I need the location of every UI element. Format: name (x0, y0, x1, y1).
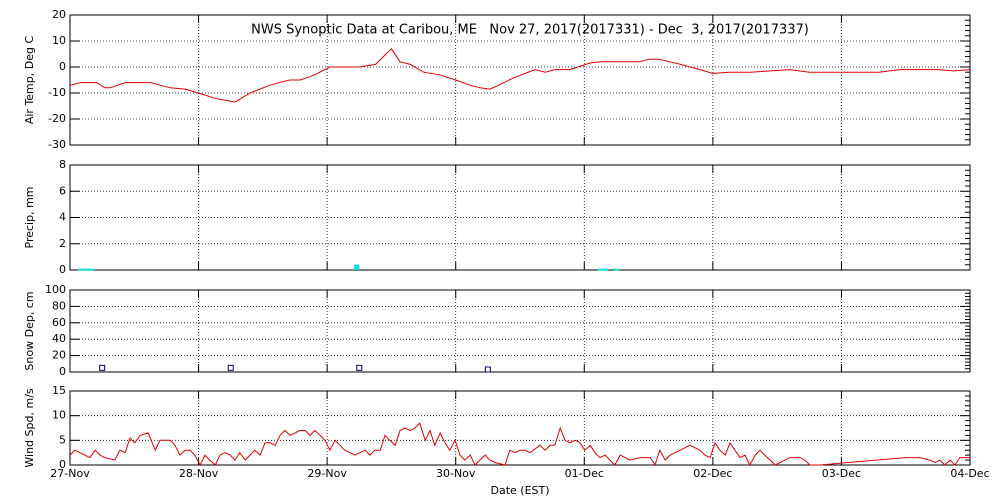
y-tick-label: 20 (52, 8, 66, 21)
data-line (69, 422, 970, 467)
y-tick-label: -20 (48, 112, 66, 125)
y-tick-label: -30 (48, 138, 66, 151)
y-tick-label: 8 (59, 158, 66, 171)
y-tick-label: 20 (52, 349, 66, 362)
x-tick-label: 01-Dec (565, 467, 604, 480)
y-tick-label: 40 (52, 332, 66, 345)
y-tick-label: 80 (52, 299, 66, 312)
plot-frame (69, 164, 971, 271)
y-tick-label: 10 (52, 409, 66, 422)
y-tick-label: 60 (52, 316, 66, 329)
x-tick-label: 28-Nov (179, 467, 219, 480)
y-axis-label: Air Temp, Deg C (23, 36, 36, 125)
bar (353, 264, 360, 270)
y-tick-label: 0 (59, 263, 66, 276)
bar (83, 268, 89, 271)
x-tick-label: 29-Nov (307, 467, 347, 480)
bar (613, 268, 620, 271)
y-tick-label: 5 (59, 433, 66, 446)
marker (356, 364, 363, 371)
x-axis-label: Date (EST) (490, 484, 549, 497)
bar (78, 268, 84, 271)
y-tick-label: 2 (59, 237, 66, 250)
marker (484, 366, 491, 373)
bar (88, 268, 95, 271)
y-tick-label: -10 (48, 86, 66, 99)
marker (99, 364, 106, 371)
y-axis-label: Wind Spd, m/s (23, 388, 36, 468)
x-tick-label: 27-Nov (50, 467, 90, 480)
y-tick-label: 6 (59, 184, 66, 197)
y-tick-label: 0 (59, 365, 66, 378)
plot-frame (69, 289, 971, 373)
y-axis-label: Snow Dep, cm (23, 291, 36, 370)
y-axis-label: Precip, mm (23, 187, 36, 249)
y-tick-label: 15 (52, 384, 66, 397)
y-tick-label: 10 (52, 34, 66, 47)
x-tick-label: 30-Nov (436, 467, 476, 480)
data-line (69, 48, 971, 103)
bar (603, 268, 609, 271)
chart-title: NWS Synoptic Data at Caribou, ME Nov 27,… (251, 23, 809, 38)
y-tick-label: 100 (45, 283, 66, 296)
x-tick-label: 03-Dec (822, 467, 861, 480)
y-tick-label: 0 (59, 458, 66, 471)
plot-frame (69, 14, 971, 146)
marker (227, 364, 234, 371)
bar (597, 268, 604, 271)
plot-frame (69, 390, 971, 466)
x-tick-label: 04-Dec (950, 467, 989, 480)
x-tick-label: 02-Dec (693, 467, 732, 480)
y-tick-label: 4 (59, 211, 66, 224)
y-tick-label: 0 (59, 60, 66, 73)
